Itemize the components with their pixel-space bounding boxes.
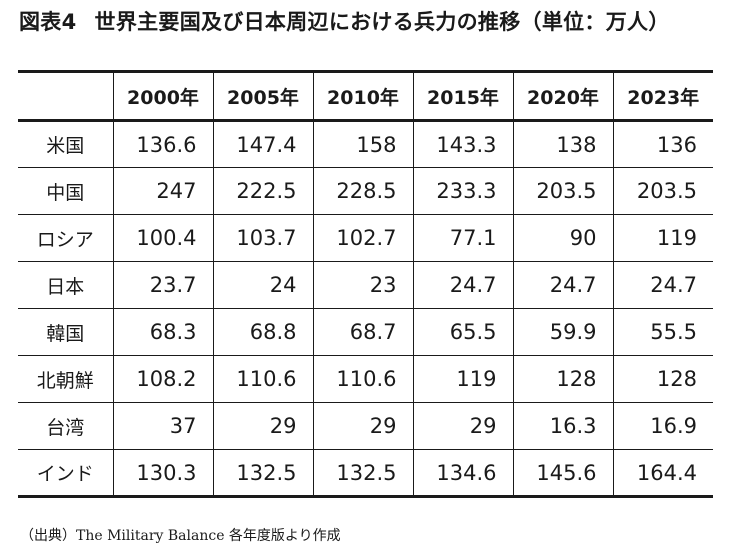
table-cell: 134.6 bbox=[412, 449, 513, 498]
figure-title-text: 世界主要国及び日本周辺における兵力の推移（単位：万人） bbox=[94, 10, 670, 34]
table-cell: 68.8 bbox=[212, 308, 313, 356]
row-label: 中国 bbox=[18, 167, 113, 215]
table-cell: 158 bbox=[312, 120, 413, 168]
table-cell: 147.4 bbox=[212, 120, 313, 168]
header-year: 2010年 bbox=[312, 70, 413, 122]
table-cell: 16.3 bbox=[512, 402, 613, 450]
table-row: 米国 136.6 147.4 158 143.3 138 136 bbox=[18, 120, 713, 168]
table-cell: 203.5 bbox=[512, 167, 613, 215]
table-cell: 136 bbox=[612, 120, 713, 168]
table-cell: 119 bbox=[412, 355, 513, 403]
table-cell: 29 bbox=[212, 402, 313, 450]
table-cell: 23.7 bbox=[112, 261, 213, 309]
table-cell: 228.5 bbox=[312, 167, 413, 215]
table-cell: 55.5 bbox=[612, 308, 713, 356]
table-row: ロシア 100.4 103.7 102.7 77.1 90 119 bbox=[18, 214, 713, 262]
table-cell: 132.5 bbox=[312, 449, 413, 498]
table-row: 台湾 37 29 29 29 16.3 16.9 bbox=[18, 402, 713, 450]
header-corner bbox=[18, 70, 113, 122]
row-label: インド bbox=[18, 449, 113, 498]
table-row: 韓国 68.3 68.8 68.7 65.5 59.9 55.5 bbox=[18, 308, 713, 356]
header-year: 2000年 bbox=[112, 70, 213, 122]
table-cell: 247 bbox=[112, 167, 213, 215]
table-cell: 90 bbox=[512, 214, 613, 262]
table-cell: 222.5 bbox=[212, 167, 313, 215]
table-row: 北朝鮮 108.2 110.6 110.6 119 128 128 bbox=[18, 355, 713, 403]
figure-label: 図表4 bbox=[19, 10, 77, 34]
header-year: 2015年 bbox=[412, 70, 513, 122]
table-cell: 24.7 bbox=[412, 261, 513, 309]
table-row: インド 130.3 132.5 132.5 134.6 145.6 164.4 bbox=[18, 449, 713, 498]
table-cell: 138 bbox=[512, 120, 613, 168]
table-cell: 29 bbox=[312, 402, 413, 450]
header-year: 2020年 bbox=[512, 70, 613, 122]
header-year: 2023年 bbox=[612, 70, 713, 122]
table-cell: 77.1 bbox=[412, 214, 513, 262]
row-label: 北朝鮮 bbox=[18, 355, 113, 403]
table-cell: 119 bbox=[612, 214, 713, 262]
table-cell: 132.5 bbox=[212, 449, 313, 498]
table-cell: 103.7 bbox=[212, 214, 313, 262]
table-cell: 110.6 bbox=[312, 355, 413, 403]
table-cell: 130.3 bbox=[112, 449, 213, 498]
table-cell: 100.4 bbox=[112, 214, 213, 262]
table-cell: 23 bbox=[312, 261, 413, 309]
row-label: 日本 bbox=[18, 261, 113, 309]
table-cell: 128 bbox=[612, 355, 713, 403]
table-cell: 24 bbox=[212, 261, 313, 309]
table-cell: 233.3 bbox=[412, 167, 513, 215]
row-label: 韓国 bbox=[18, 308, 113, 356]
figure-title: 図表4 世界主要国及び日本周辺における兵力の推移（単位：万人） bbox=[19, 6, 670, 36]
table-cell: 16.9 bbox=[612, 402, 713, 450]
row-label: ロシア bbox=[18, 214, 113, 262]
table-cell: 102.7 bbox=[312, 214, 413, 262]
table-cell: 164.4 bbox=[612, 449, 713, 498]
table-cell: 110.6 bbox=[212, 355, 313, 403]
table-cell: 24.7 bbox=[612, 261, 713, 309]
table-cell: 128 bbox=[512, 355, 613, 403]
table-cell: 68.3 bbox=[112, 308, 213, 356]
table-cell: 203.5 bbox=[612, 167, 713, 215]
source-note: （出典）The Military Balance 各年度版より作成 bbox=[20, 528, 341, 544]
table-cell: 145.6 bbox=[512, 449, 613, 498]
row-label: 台湾 bbox=[18, 402, 113, 450]
table-cell: 29 bbox=[412, 402, 513, 450]
table-cell: 24.7 bbox=[512, 261, 613, 309]
table-row: 日本 23.7 24 23 24.7 24.7 24.7 bbox=[18, 261, 713, 309]
table-cell: 143.3 bbox=[412, 120, 513, 168]
table-cell: 68.7 bbox=[312, 308, 413, 356]
table-cell: 65.5 bbox=[412, 308, 513, 356]
troop-strength-table: 2000年 2005年 2010年 2015年 2020年 2023年 米国 1… bbox=[18, 70, 713, 498]
table-cell: 59.9 bbox=[512, 308, 613, 356]
table-row: 中国 247 222.5 228.5 233.3 203.5 203.5 bbox=[18, 167, 713, 215]
table-header-row: 2000年 2005年 2010年 2015年 2020年 2023年 bbox=[18, 70, 713, 122]
table-cell: 37 bbox=[112, 402, 213, 450]
table-cell: 108.2 bbox=[112, 355, 213, 403]
table-cell: 136.6 bbox=[112, 120, 213, 168]
row-label: 米国 bbox=[18, 120, 113, 168]
header-year: 2005年 bbox=[212, 70, 313, 122]
